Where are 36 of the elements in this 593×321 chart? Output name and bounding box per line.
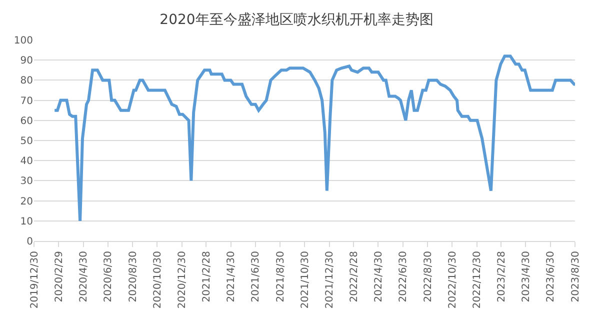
x-tick-label: 2022/6/30 (398, 251, 410, 302)
x-tick-label: 2020/4/30 (78, 251, 90, 302)
x-tick-label: 2020/2/29 (54, 251, 65, 302)
y-tick-label: 90 (20, 56, 33, 67)
x-tick-label: 2021/8/30 (275, 251, 286, 302)
x-tick-label: 2022/12/30 (472, 251, 484, 309)
y-tick-label: 50 (20, 136, 33, 147)
y-tick-label: 80 (20, 76, 33, 87)
y-tick-label: 0 (26, 236, 33, 248)
x-tick-label: 2021/6/30 (250, 251, 262, 302)
y-tick-label: 40 (20, 156, 33, 168)
x-tick-label: 2022/8/30 (422, 251, 434, 302)
x-tick-label: 2020/8/30 (128, 251, 139, 302)
x-tick-label: 2023/4/30 (520, 251, 532, 302)
x-tick-label: 2022/10/30 (447, 251, 458, 309)
y-tick-label: 30 (20, 176, 33, 188)
x-tick-label: 2021/2/28 (201, 251, 212, 302)
x-tick-label: 2023/8/30 (570, 251, 582, 302)
x-tick-label: 2021/10/30 (300, 251, 311, 309)
chart-title: 2020年至今盛泽地区喷水织机开机率走势图 (160, 12, 434, 28)
x-tick-label: 2020/12/30 (177, 251, 188, 309)
x-tick-label: 2019/12/30 (29, 251, 40, 309)
x-tick-label: 2020/10/30 (152, 251, 164, 309)
x-tick-label: 2020/6/30 (103, 251, 114, 302)
x-tick-label: 2023/6/30 (546, 251, 557, 302)
x-tick-label: 2021/4/30 (226, 251, 238, 302)
y-tick-label: 10 (20, 216, 33, 228)
line-series (53, 54, 575, 222)
x-tick-label: 2022/2/28 (348, 251, 360, 302)
x-tick-label: 2021/12/30 (324, 251, 336, 309)
y-tick-label: 100 (14, 36, 33, 46)
y-tick-label: 20 (20, 196, 33, 208)
y-tick-label: 60 (20, 116, 33, 127)
x-tick-label: 2023/2/28 (496, 251, 508, 302)
x-tick-label: 2022/4/30 (373, 251, 384, 302)
y-tick-label: 70 (20, 96, 33, 107)
